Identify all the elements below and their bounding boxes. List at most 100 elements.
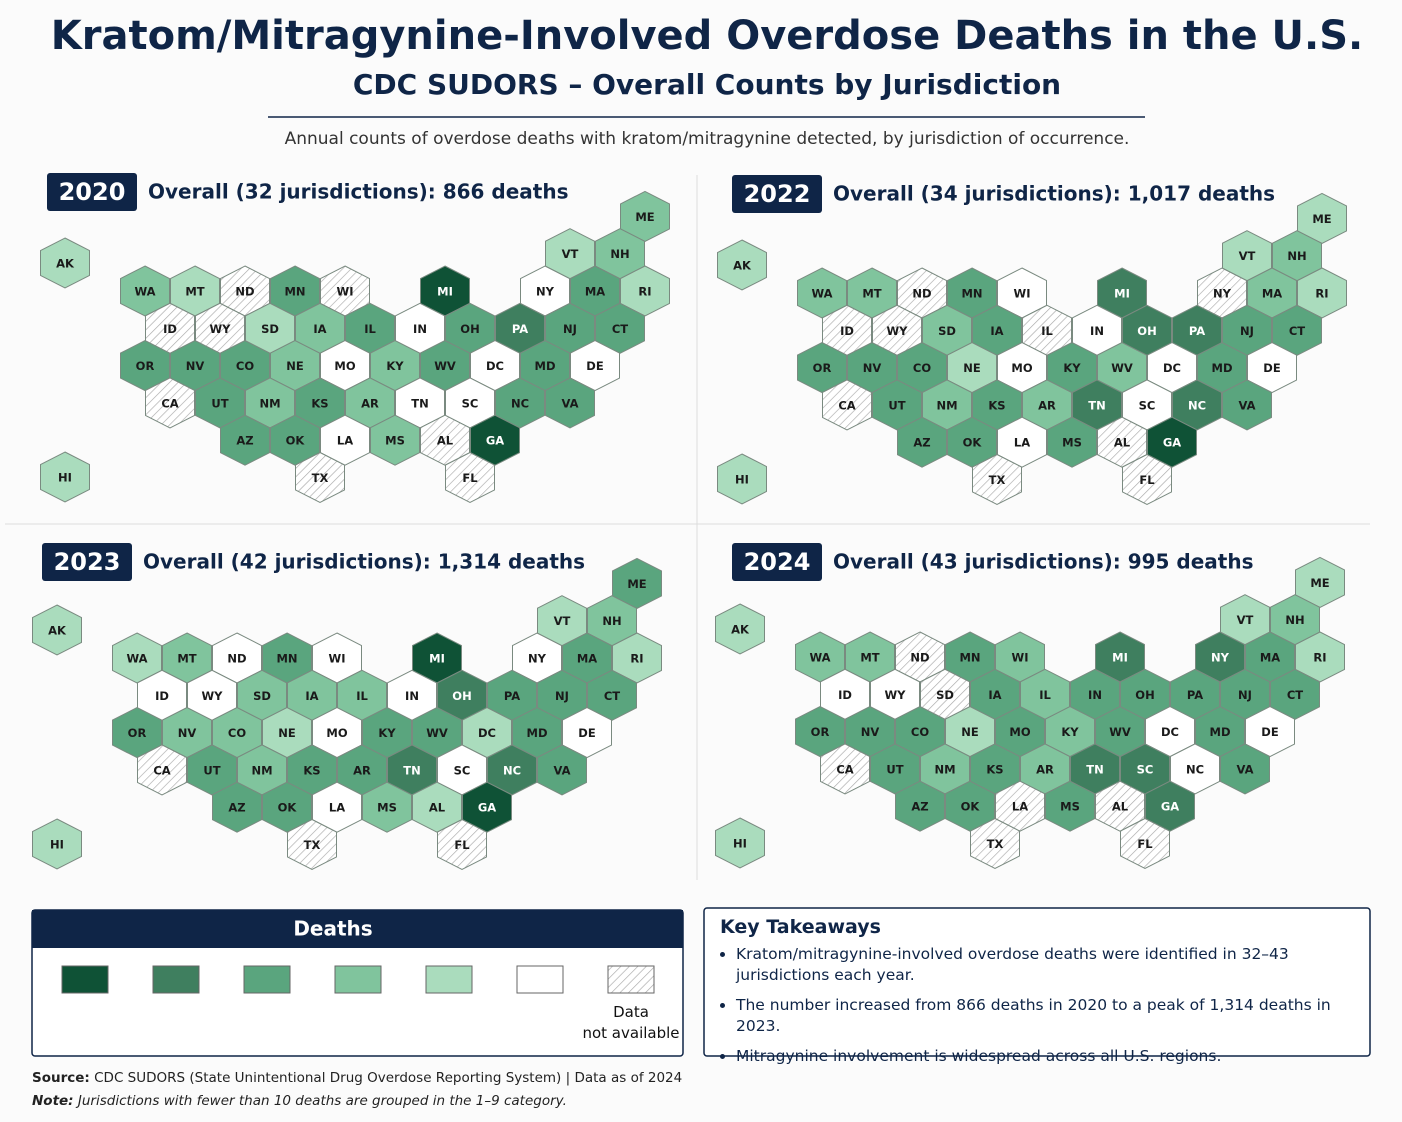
state-label: MT bbox=[177, 652, 196, 666]
legend-swatch bbox=[607, 965, 655, 994]
legend-swatch bbox=[152, 965, 200, 994]
state-label: CA bbox=[836, 762, 853, 776]
state-label: GA bbox=[1161, 800, 1179, 814]
state-label: SD bbox=[938, 324, 956, 338]
state-label: MN bbox=[276, 652, 297, 666]
state-label: ND bbox=[910, 651, 929, 665]
state-label: KS bbox=[303, 763, 320, 777]
state-hex bbox=[717, 453, 767, 505]
state-label: KS bbox=[986, 762, 1003, 776]
state-label: KY bbox=[1061, 725, 1079, 739]
state-label: NM bbox=[251, 763, 272, 777]
state-label: AK bbox=[56, 257, 75, 271]
state-label: NM bbox=[936, 398, 957, 412]
state-label: MO bbox=[1009, 725, 1030, 739]
subtitle: CDC SUDORS – Overall Counts by Jurisdict… bbox=[353, 68, 1061, 101]
state-label: CA bbox=[161, 396, 178, 410]
state-label: GA bbox=[486, 434, 504, 448]
state-label: VA bbox=[553, 763, 570, 777]
state-label: IA bbox=[313, 322, 326, 336]
state-label: NE bbox=[961, 725, 979, 739]
state-hex bbox=[545, 377, 595, 429]
year-badge bbox=[732, 175, 822, 213]
state-label: VT bbox=[554, 614, 571, 628]
state-label: NM bbox=[934, 762, 955, 776]
state-label: VT bbox=[1237, 613, 1254, 627]
state-hex bbox=[40, 237, 90, 289]
year: 2020 bbox=[59, 178, 126, 206]
state-label: NC bbox=[503, 763, 521, 777]
source: Source: CDC SUDORS (State Unintentional … bbox=[32, 1070, 682, 1086]
state-label: KS bbox=[311, 396, 328, 410]
state-label: GA bbox=[1163, 436, 1181, 450]
state-label: IN bbox=[1088, 688, 1102, 702]
state-hex bbox=[212, 781, 262, 833]
state-label: AR bbox=[353, 763, 371, 777]
state-label: AK bbox=[733, 259, 752, 273]
state-label: HI bbox=[58, 471, 72, 485]
source-label: Source: bbox=[32, 1070, 90, 1086]
state-label: NC bbox=[511, 396, 529, 410]
state-label: MO bbox=[334, 359, 355, 373]
year-badge bbox=[732, 543, 822, 581]
state-label: ME bbox=[1310, 576, 1329, 590]
state-label: DC bbox=[1161, 725, 1179, 739]
state-label: NJ bbox=[555, 689, 569, 703]
note-label: Note: bbox=[32, 1093, 74, 1109]
state-label: HI bbox=[50, 838, 64, 852]
state-label: AZ bbox=[911, 800, 928, 814]
state-label: ID bbox=[155, 689, 169, 703]
state-label: VA bbox=[561, 396, 578, 410]
state-hex bbox=[370, 414, 420, 466]
state-label: OH bbox=[1135, 688, 1154, 702]
state-label: AR bbox=[361, 396, 379, 410]
state-hex bbox=[717, 239, 767, 291]
state-label: TN bbox=[1088, 398, 1105, 412]
state-label: KY bbox=[1063, 361, 1081, 375]
state-label: IL bbox=[1039, 688, 1051, 702]
state-label: OR bbox=[128, 726, 147, 740]
state-label: MS bbox=[1062, 436, 1082, 450]
state-label: ID bbox=[838, 688, 852, 702]
state-label: VA bbox=[1236, 762, 1253, 776]
legend-swatch bbox=[425, 965, 473, 994]
state-label: CO bbox=[228, 726, 246, 740]
state-label: OH bbox=[452, 689, 471, 703]
state-label: WA bbox=[811, 287, 832, 301]
takeaway: Mitragynine involvement is widespread ac… bbox=[736, 1046, 1346, 1067]
state-hex bbox=[137, 744, 187, 796]
takeaways-title: Key Takeaways bbox=[720, 916, 881, 938]
state-label: VA bbox=[1238, 398, 1255, 412]
state-label: PA bbox=[504, 689, 520, 703]
state-label: MD bbox=[1212, 361, 1233, 375]
state-label: NY bbox=[1211, 651, 1230, 665]
state-label: MN bbox=[284, 285, 305, 299]
state-label: ID bbox=[840, 324, 854, 338]
state-label: RI bbox=[1313, 651, 1326, 665]
state-label: PA bbox=[1189, 324, 1205, 338]
state-hex bbox=[145, 377, 195, 429]
year: 2023 bbox=[54, 548, 121, 576]
state-label: MD bbox=[1210, 725, 1231, 739]
map-summary: Overall (42 jurisdictions): 1,314 deaths bbox=[143, 550, 585, 574]
year-badge bbox=[47, 173, 137, 211]
state-hex bbox=[1220, 743, 1270, 795]
state-label: WV bbox=[426, 726, 448, 740]
state-label: WV bbox=[434, 359, 456, 373]
state-label: NE bbox=[963, 361, 981, 375]
state-hex bbox=[970, 817, 1020, 870]
legend-swatch bbox=[61, 965, 109, 994]
year: 2024 bbox=[744, 548, 811, 576]
state-label: CA bbox=[153, 763, 170, 777]
state-label: SC bbox=[462, 396, 479, 410]
state-label: WY bbox=[209, 322, 231, 336]
state-hex bbox=[715, 817, 765, 869]
state-label: FL bbox=[1139, 473, 1155, 487]
state-label: ME bbox=[1312, 212, 1331, 226]
state-label: ND bbox=[235, 285, 254, 299]
state-label: SD bbox=[253, 689, 271, 703]
state-label: TN bbox=[1086, 762, 1103, 776]
state-label: UT bbox=[888, 398, 905, 412]
year-badge bbox=[42, 543, 132, 581]
